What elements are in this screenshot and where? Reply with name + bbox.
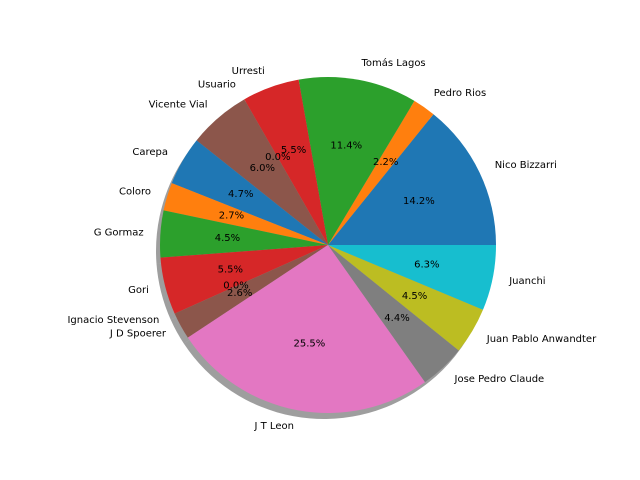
slice-carepa xyxy=(171,140,328,245)
slice-label-urresti: Urresti xyxy=(232,66,265,77)
pct-label-carepa: 4.7% xyxy=(228,189,253,200)
pct-label-g-gormaz: 4.5% xyxy=(215,233,240,244)
pct-label-urresti: 5.5% xyxy=(281,145,306,156)
slice-urresti xyxy=(244,79,328,245)
slice-tomas-lagos xyxy=(298,76,415,245)
pct-label-juan-pablo-anwandter: 4.5% xyxy=(402,291,427,302)
pct-label-pedro-rios: 2.2% xyxy=(373,157,398,168)
slice-juan-pablo-anwandter xyxy=(328,245,484,351)
slice-label-nico-bizzarri: Nico Bizzarri xyxy=(495,160,557,171)
slice-label-g-gormaz: G Gormaz xyxy=(94,227,144,238)
pct-label-tomas-lagos: 11.4% xyxy=(330,140,362,151)
pct-label-ignacio-stevenson: 0.0% xyxy=(223,281,248,292)
pct-label-usuario: 0.0% xyxy=(265,152,290,163)
slice-label-vicente-vial: Vicente Vial xyxy=(149,99,208,110)
slice-label-j-t-leon: J T Leon xyxy=(254,421,294,432)
slice-gori xyxy=(160,245,328,314)
slice-label-tomas-lagos: Tomás Lagos xyxy=(360,57,425,69)
pct-label-juanchi: 6.3% xyxy=(414,259,439,270)
slice-label-pedro-rios: Pedro Rios xyxy=(434,88,486,99)
pct-label-coloro: 2.7% xyxy=(219,210,244,221)
slice-label-ignacio-stevenson: Ignacio Stevenson xyxy=(67,315,159,326)
slice-jose-pedro-claude xyxy=(328,245,459,383)
slice-label-usuario: Usuario xyxy=(198,79,236,90)
slice-label-j-d-spoerer: J D Spoerer xyxy=(109,329,167,340)
pct-label-jose-pedro-claude: 4.4% xyxy=(384,313,409,324)
slice-vicente-vial xyxy=(196,99,328,245)
pct-label-vicente-vial: 6.0% xyxy=(250,163,275,174)
slice-label-juanchi: Juanchi xyxy=(508,276,545,287)
slice-juanchi xyxy=(328,245,496,310)
slice-label-juan-pablo-anwandter: Juan Pablo Anwandter xyxy=(486,334,597,345)
slice-label-gori: Gori xyxy=(128,285,149,296)
slice-label-carepa: Carepa xyxy=(132,147,168,158)
pct-label-nico-bizzarri: 14.2% xyxy=(403,196,435,207)
slice-j-d-spoerer xyxy=(174,245,328,338)
slice-nico-bizzarri xyxy=(328,114,496,246)
slice-j-t-leon xyxy=(187,245,426,414)
slice-pedro-rios xyxy=(328,100,434,246)
pct-label-j-t-leon: 25.5% xyxy=(294,339,326,350)
slice-label-coloro: Coloro xyxy=(119,186,151,197)
pct-label-gori: 5.5% xyxy=(218,264,243,275)
slice-coloro xyxy=(163,183,328,245)
pie-wedges xyxy=(160,76,496,414)
slice-g-gormaz xyxy=(160,210,328,258)
pct-label-j-d-spoerer: 2.6% xyxy=(227,288,252,299)
pie-slice-labels: Nico Bizzarri Pedro Rios Tomás Lagos Urrest… xyxy=(67,57,597,432)
slice-label-jose-pedro-claude: Jose Pedro Claude xyxy=(454,374,545,385)
pie-percent-labels: 14.2%2.2%11.4%5.5%0.0%6.0%4.7%2.7%4.5%5.… xyxy=(215,140,440,349)
